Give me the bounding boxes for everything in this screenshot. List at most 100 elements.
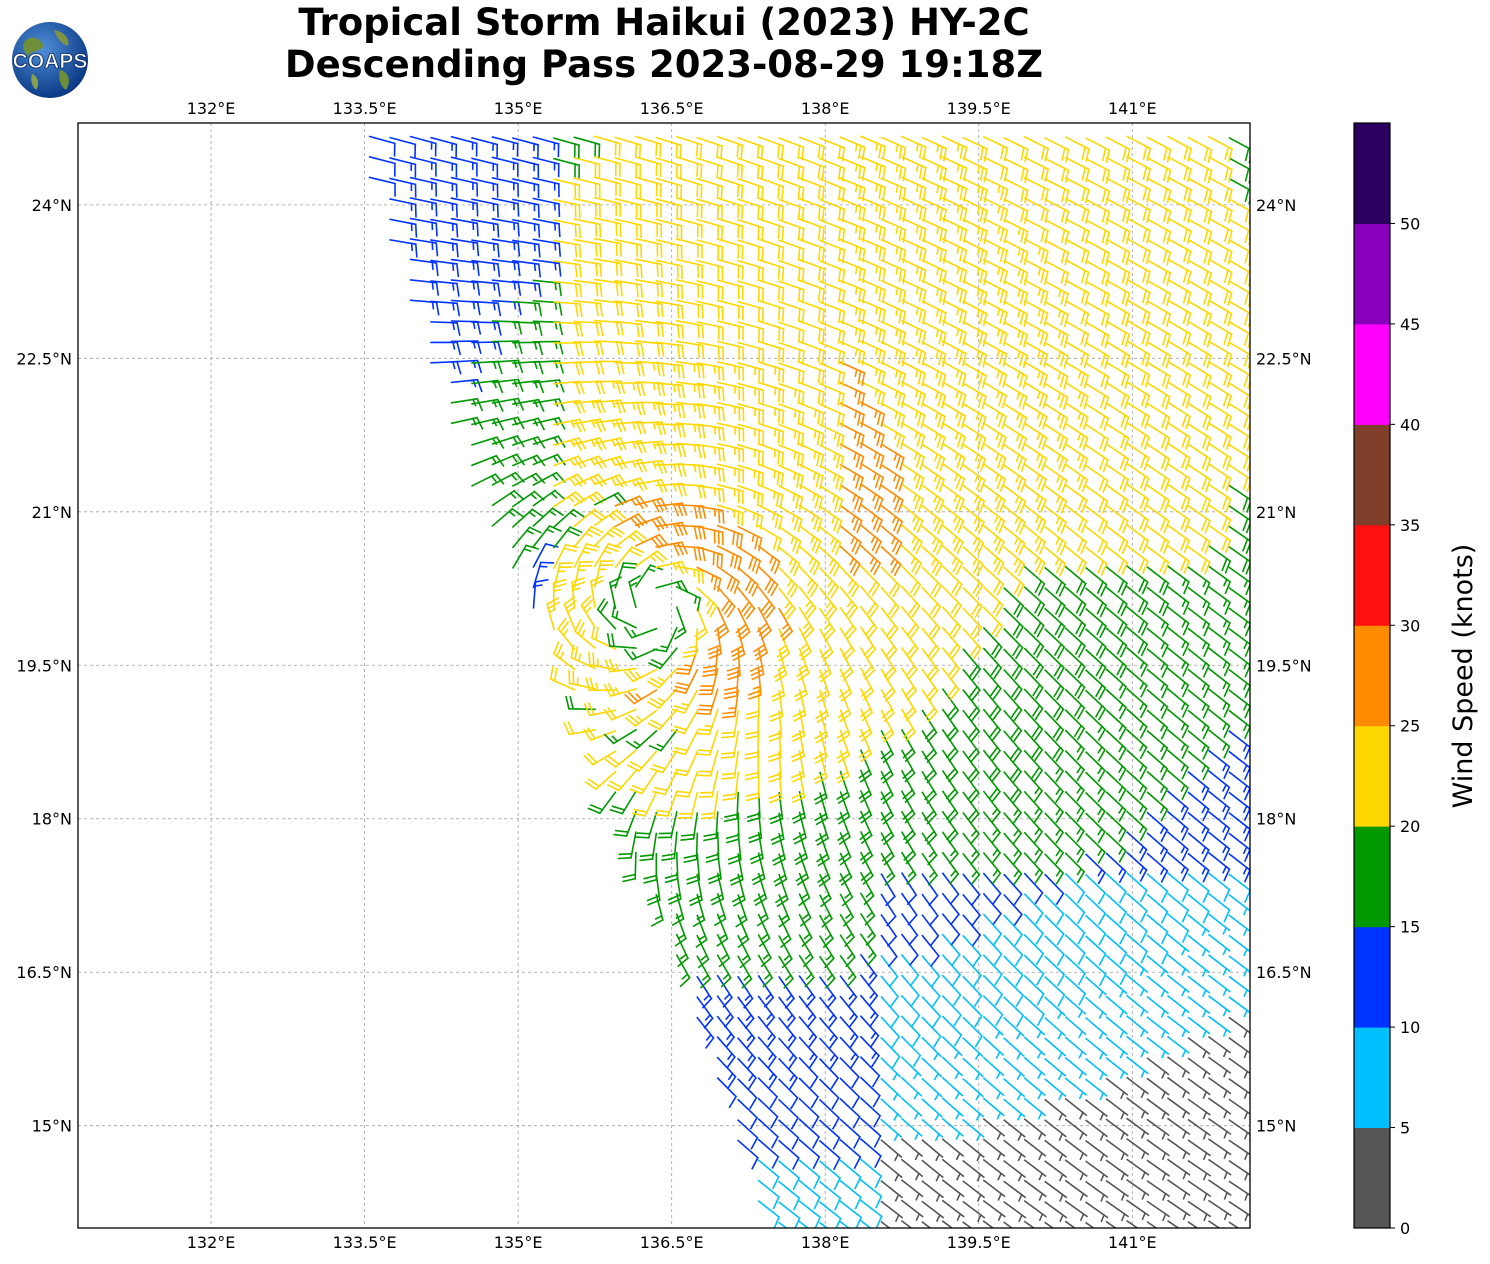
wind-barb — [1064, 647, 1086, 679]
colorbar-bin — [1354, 725, 1390, 827]
wind-barb — [1044, 812, 1065, 844]
wind-barb — [512, 137, 540, 158]
wind-barb — [900, 1035, 922, 1068]
wind-barb — [921, 607, 941, 640]
wind-barb — [716, 381, 745, 402]
wind-barb — [682, 628, 699, 659]
wind-barb — [880, 606, 899, 640]
wind-barb — [1187, 177, 1213, 204]
wind-barb — [683, 832, 699, 864]
wind-barb — [1126, 1035, 1149, 1058]
wind-barb — [1167, 340, 1192, 368]
wind-barb — [819, 464, 844, 492]
wind-barb — [880, 688, 896, 723]
wind-barb — [1003, 853, 1023, 886]
wind-barb — [1146, 873, 1169, 904]
wind-barb — [1085, 894, 1107, 926]
wind-barb — [813, 751, 828, 785]
wind-barb — [1064, 136, 1090, 162]
wind-barb — [1126, 319, 1151, 347]
wind-barb — [655, 136, 683, 159]
wind-barb — [672, 668, 699, 695]
wind-barb — [634, 196, 662, 218]
wind-barb — [686, 853, 701, 885]
wind-barb — [778, 423, 805, 447]
wind-barb — [1105, 709, 1127, 740]
wind-barb — [982, 606, 1004, 638]
wind-barb — [859, 953, 878, 987]
wind-barb — [982, 1220, 995, 1228]
wind-barb — [839, 402, 866, 428]
wind-barb — [409, 217, 438, 237]
wind-barb — [1126, 421, 1151, 450]
lat-tick-label: 16.5°N — [16, 963, 72, 982]
wind-barb — [839, 1097, 861, 1129]
wind-barb — [859, 892, 876, 926]
wind-barb — [1167, 135, 1193, 162]
wind-barb — [450, 217, 479, 237]
wind-barb — [716, 504, 744, 526]
wind-barb — [1208, 217, 1233, 245]
wind-barb — [1146, 1159, 1171, 1181]
wind-barb — [1064, 729, 1086, 761]
lon-tick-label: 138°E — [801, 1233, 850, 1252]
wind-barb — [1023, 790, 1044, 823]
wind-barb — [1044, 955, 1066, 987]
wind-barb — [623, 626, 658, 639]
wind-barb — [1064, 1220, 1077, 1228]
wind-barb — [1044, 1037, 1067, 1060]
wind-barb — [1126, 155, 1152, 182]
wind-barb — [1207, 954, 1231, 976]
wind-barb — [1166, 687, 1190, 718]
wind-barb — [1228, 280, 1250, 307]
wind-barb — [962, 1098, 985, 1121]
wind-barb — [1003, 1078, 1026, 1101]
wind-barb — [880, 811, 895, 846]
wind-barb — [1146, 197, 1172, 225]
wind-barb — [634, 515, 669, 532]
wind-barb — [1187, 341, 1212, 369]
wind-barb — [1085, 607, 1108, 639]
wind-barb — [1105, 811, 1127, 843]
wind-barb — [1105, 1159, 1129, 1181]
wind-barb — [941, 197, 968, 223]
wind-barb — [511, 508, 544, 529]
wind-barb — [1187, 463, 1212, 493]
wind-barb — [749, 647, 765, 681]
wind-barb — [737, 341, 765, 363]
wind-barb — [818, 935, 835, 969]
wind-barb — [776, 628, 791, 662]
wind-barb — [778, 157, 805, 181]
wind-barb — [1085, 1221, 1095, 1228]
wind-barb — [962, 689, 981, 722]
wind-barb — [1003, 525, 1026, 556]
wind-barb — [900, 851, 917, 885]
wind-barb — [1228, 1057, 1250, 1079]
wind-barb — [1023, 1138, 1047, 1161]
wind-barb — [900, 810, 917, 845]
wind-barb — [982, 279, 1009, 306]
wind-barb — [839, 422, 865, 449]
wind-barb — [1003, 157, 1029, 183]
wind-barb — [1023, 974, 1045, 1006]
wind-barb — [1146, 443, 1171, 472]
wind-barb — [368, 135, 396, 157]
wind-barb — [941, 524, 965, 555]
wind-barb — [1187, 586, 1211, 616]
wind-barb — [819, 137, 846, 162]
wind-barb — [512, 218, 541, 238]
wind-barb — [1126, 524, 1150, 554]
wind-barb — [982, 1036, 1005, 1059]
wind-barb — [1146, 832, 1169, 863]
wind-barb — [1023, 667, 1044, 700]
wind-barb — [634, 550, 668, 568]
wind-barb — [1044, 648, 1066, 680]
wind-barb — [613, 810, 637, 838]
wind-barb — [594, 380, 626, 394]
wind-barb — [614, 561, 637, 589]
wind-barb — [716, 238, 744, 260]
wind-barb — [1187, 484, 1212, 513]
wind-barb — [696, 239, 724, 261]
wind-barb — [1003, 1200, 1027, 1223]
wind-barb — [880, 1179, 904, 1202]
